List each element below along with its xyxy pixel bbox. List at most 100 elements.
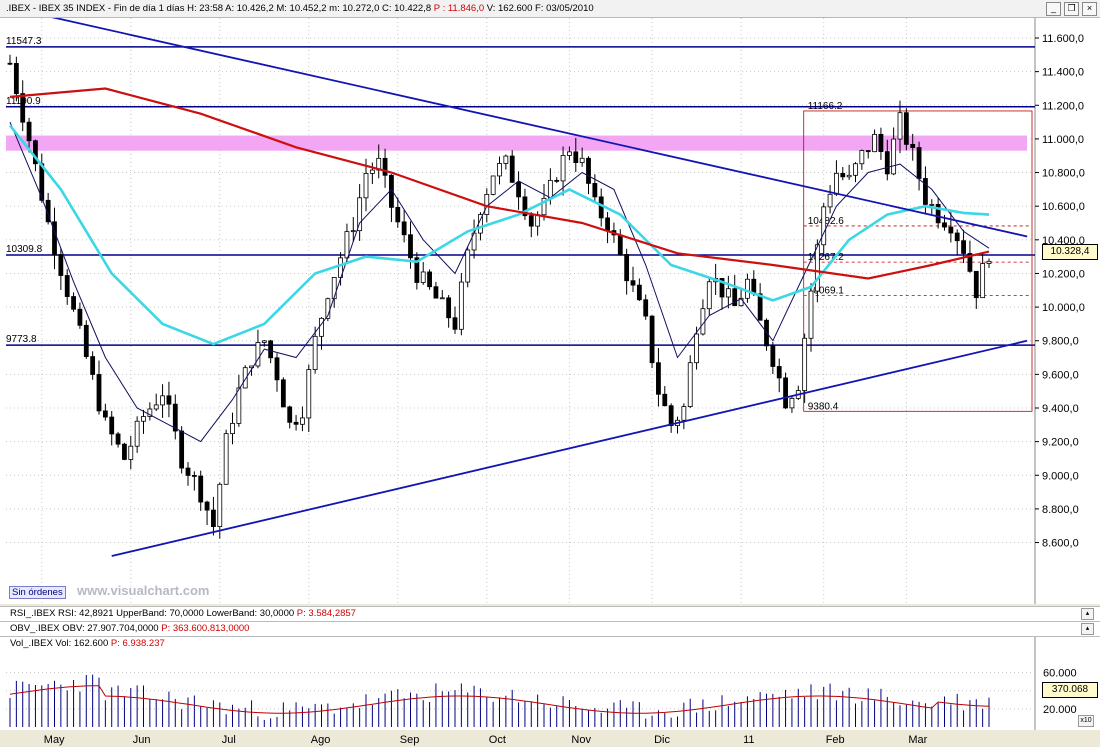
x-tick-label: May — [44, 734, 65, 746]
trendline-up — [111, 339, 1028, 557]
level-label: 10309.8 — [6, 244, 43, 255]
x-tick-label: Mar — [908, 734, 927, 746]
candle-body — [293, 421, 299, 425]
candle-body — [344, 231, 350, 259]
y-tick-label: 11.600,0 — [1042, 33, 1084, 45]
candle-body — [452, 317, 458, 330]
obv-panel[interactable]: OBV_.IBEX OBV: 27.907.704,0000 P: 363.60… — [0, 621, 1100, 636]
candle-body — [109, 416, 115, 435]
candle-body — [179, 430, 185, 469]
candle-body — [369, 169, 375, 174]
candle-body — [776, 366, 782, 379]
candle-body — [547, 179, 553, 199]
sin-ordenes-badge[interactable]: Sin órdenes — [9, 586, 66, 599]
candle-body — [560, 155, 566, 182]
obv-label: OBV_.IBEX OBV: 27.907.704,0000 P: 363.60… — [10, 623, 250, 634]
expand-icon[interactable]: ▴ — [1081, 608, 1094, 620]
candle-body — [802, 337, 808, 391]
candle-body — [662, 393, 668, 407]
candle-body — [656, 362, 661, 395]
candle-body — [331, 277, 337, 300]
restore-icon[interactable]: ❐ — [1064, 2, 1079, 16]
volume-ma-line — [9, 685, 990, 714]
y-tick-label: 10.400,0 — [1042, 235, 1085, 247]
candle-body — [52, 221, 57, 255]
candle-body — [821, 206, 827, 246]
candle-body — [465, 249, 471, 283]
candle-body — [128, 445, 134, 460]
candle-body — [503, 155, 509, 164]
candle-body — [973, 270, 979, 299]
candle-body — [90, 356, 96, 375]
candle-body — [554, 179, 560, 182]
window-titlebar: .IBEX - IBEX 35 INDEX - Fin de día 1 día… — [0, 0, 1100, 18]
price-chart[interactable]: 8.600,0 8.800,0 9.000,0 9.200,0 9.400,0 9.600… — [0, 18, 1100, 604]
y-tick-label: 10.000,0 — [1042, 302, 1085, 314]
candle-body — [236, 387, 242, 424]
volume-scale: x10 — [1078, 715, 1094, 727]
candle-body — [630, 280, 636, 286]
resistance-zone — [6, 135, 1027, 151]
candle-body — [586, 157, 591, 184]
expand-icon[interactable]: ▴ — [1081, 623, 1094, 635]
candle-body — [274, 357, 280, 381]
candle-body — [719, 278, 725, 298]
candle-body — [967, 253, 973, 272]
y-tick-label: 11.200,0 — [1042, 100, 1084, 112]
candle-body — [268, 340, 274, 359]
candle-body — [598, 196, 604, 219]
y-tick-label: 9.600,0 — [1042, 369, 1079, 381]
candle-body — [280, 379, 286, 408]
candle-body — [350, 230, 356, 233]
candle-body — [567, 151, 572, 156]
candle-body — [83, 324, 89, 357]
candle-body — [834, 172, 839, 195]
candle-body — [814, 244, 820, 292]
candle-body — [357, 197, 363, 232]
candle-body — [141, 416, 146, 422]
candle-body — [770, 345, 776, 367]
y-tick-label: 11.400,0 — [1042, 67, 1084, 79]
candle-body — [20, 93, 26, 123]
y-tick-label: 10.200,0 — [1042, 268, 1085, 280]
candle-body — [884, 151, 890, 175]
close-icon[interactable]: × — [1082, 2, 1097, 16]
candle-body — [942, 222, 947, 228]
rsi-panel[interactable]: RSI_.IBEX RSI: 42,8921 UpperBand: 70,000… — [0, 606, 1100, 621]
candle-body — [382, 157, 388, 176]
candle-body — [935, 203, 941, 224]
candle-body — [45, 199, 51, 223]
fib-label: 10267.2 — [808, 252, 845, 263]
candle-body — [827, 193, 833, 208]
candle-body — [725, 288, 731, 298]
watermark: www.visualchart.com — [77, 583, 210, 598]
x-tick-label: Feb — [826, 734, 845, 746]
candle-body — [916, 147, 922, 179]
candle-body — [312, 335, 318, 370]
candle-body — [427, 271, 432, 288]
candle-body — [446, 297, 452, 319]
candle-body — [204, 501, 210, 511]
candle-body — [64, 275, 70, 297]
candle-body — [636, 284, 642, 301]
candle-body — [198, 475, 204, 503]
x-tick-label: Nov — [571, 734, 591, 746]
candle-body — [929, 203, 935, 206]
candle-body — [261, 340, 267, 343]
candle-body — [306, 369, 312, 419]
candle-body — [643, 299, 649, 317]
candle-body — [319, 317, 324, 337]
candle-body — [160, 395, 165, 406]
candle-body — [414, 257, 420, 283]
candle-body — [840, 172, 846, 178]
price-chart-panel[interactable]: 8.600,0 8.800,0 9.000,0 9.200,0 9.400,0 9.600… — [0, 18, 1100, 604]
minimize-icon[interactable]: _ — [1046, 2, 1061, 16]
trendline-down — [51, 18, 1028, 238]
candle-body — [986, 260, 992, 264]
window-title: .IBEX - IBEX 35 INDEX - Fin de día 1 día… — [6, 3, 594, 14]
price-axis-area — [1035, 18, 1100, 604]
candle-body — [71, 296, 76, 310]
y-tick-label: 8.600,0 — [1042, 538, 1079, 550]
